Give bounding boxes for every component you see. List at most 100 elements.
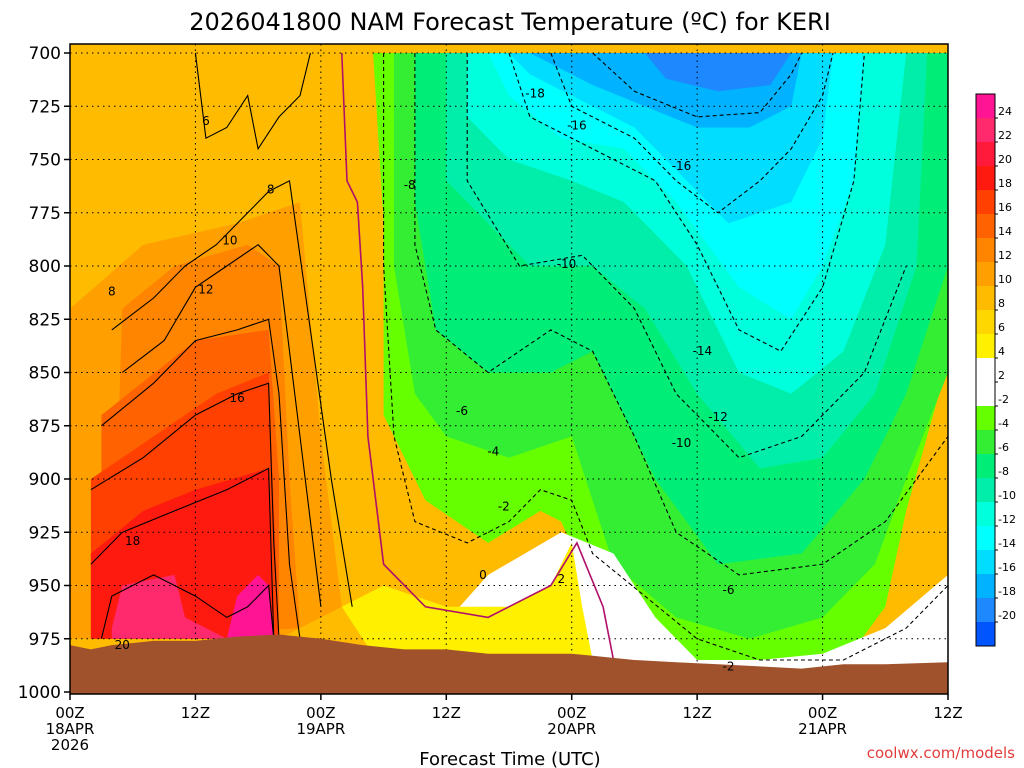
colorbar-label: 24	[998, 105, 1012, 118]
colorbar-label: -18	[998, 585, 1016, 598]
y-tick-label: 925	[29, 523, 61, 543]
y-tick-label: 900	[29, 470, 61, 490]
contour-line	[508, 52, 865, 352]
contour-label: -6	[723, 583, 735, 597]
colorbar-label: 16	[998, 201, 1012, 214]
x-tick-label: 00Z	[55, 704, 84, 722]
colorbar-swatch	[976, 622, 995, 647]
contour-line	[121, 243, 322, 607]
x-tick-label: 00Z	[808, 704, 837, 722]
y-tick-label: 800	[29, 257, 61, 277]
x-tick-label: 18APR	[46, 720, 95, 738]
contour-label: 12	[198, 282, 213, 296]
contour-label: -16	[567, 118, 587, 132]
y-axis: 700 725 750 775 800 825 850 875 900 925 950 975 1000	[18, 44, 70, 703]
colorbar-label: 22	[998, 129, 1012, 142]
temperature-fill-regions	[70, 53, 948, 692]
y-tick-label: 825	[29, 310, 61, 330]
colorbar-label: 4	[998, 345, 1005, 358]
colorbar-swatch	[976, 574, 995, 599]
contour-label: 8	[267, 182, 275, 196]
colorbar-swatch	[976, 430, 995, 455]
contour-label: -2	[723, 659, 735, 673]
contour-label: -18	[525, 87, 545, 101]
colorbar-swatch	[976, 118, 995, 143]
terrain-layer	[70, 634, 948, 694]
contour-label: -12	[708, 410, 728, 424]
contour-line	[90, 382, 280, 639]
colorbar-label: -20	[998, 609, 1016, 622]
contour-label: -10	[557, 257, 577, 271]
plot-frame	[69, 43, 949, 695]
colorbar-label: -8	[998, 465, 1009, 478]
contour-line	[383, 53, 948, 661]
contour-label: -16	[672, 159, 692, 173]
colorbar-swatch	[976, 334, 995, 359]
contour-line	[100, 574, 275, 639]
region-warm-24	[226, 574, 274, 639]
colorbar-label: 10	[998, 273, 1012, 286]
colorbar-label: -6	[998, 441, 1009, 454]
plot-area: 6 8 10 12 8 16 18 20 -8 -10 -6 -4 -2 0 2 -18 -16 -16 -14 -1…	[70, 44, 948, 694]
x-tick-label: 00Z	[306, 704, 335, 722]
x-tick-label: 12Z	[682, 704, 711, 722]
y-tick-label: 750	[29, 151, 61, 171]
contour-label: 6	[202, 114, 210, 128]
colorbar-swatch	[976, 262, 995, 287]
contour-label: 20	[115, 638, 130, 652]
colorbar-label: 6	[998, 321, 1005, 334]
colorbar-swatch	[976, 550, 995, 575]
chart-title: 2026041800 NAM Forecast Temperature (ºC)…	[189, 8, 831, 36]
colorbar-label: -12	[998, 513, 1016, 526]
colorbar-swatch	[976, 406, 995, 431]
contour-label: 2	[557, 572, 565, 586]
x-tick-label: 00Z	[557, 704, 586, 722]
x-tick-label: 12Z	[933, 704, 962, 722]
contour-line	[111, 179, 353, 607]
contour-label: -2	[498, 500, 510, 514]
region-warm-yellow-lower	[341, 542, 593, 671]
colorbar-swatch	[976, 166, 995, 191]
x-tick-label: 21APR	[798, 720, 847, 738]
colorbar-swatch	[976, 502, 995, 527]
contour-labels: 6 8 10 12 8 16 18 20 -8 -10 -6 -4 -2 0 2 -18 -16 -16 -14 -1…	[108, 87, 735, 674]
colorbar-swatch	[976, 478, 995, 503]
x-tick-label: 19APR	[296, 720, 345, 738]
region-warm-22	[111, 574, 227, 639]
x-tick-label: 20APR	[547, 720, 596, 738]
colorbar-label: -14	[998, 537, 1016, 550]
y-tick-label: 725	[29, 97, 61, 117]
contour-line	[101, 318, 301, 639]
x-axis-label: Forecast Time (UTC)	[419, 749, 600, 768]
y-tick-label: 775	[29, 204, 61, 224]
credit-text: coolwx.com/models	[867, 744, 1015, 762]
colorbar-label: 12	[998, 249, 1012, 262]
colorbar-label: -2	[998, 393, 1009, 406]
contour-label: -10	[672, 436, 692, 450]
colorbar-label: 20	[998, 153, 1012, 166]
colorbar-swatch	[976, 190, 995, 215]
x-tick-label: 12Z	[432, 704, 461, 722]
contour-label: 18	[125, 534, 140, 548]
contour-line	[414, 53, 948, 576]
colorbar-label: -4	[998, 417, 1009, 430]
y-tick-label: 950	[29, 577, 61, 597]
colorbar-label: 18	[998, 177, 1012, 190]
colorbar-swatch	[976, 214, 995, 239]
x-tick-label: 2026	[51, 736, 89, 754]
contour-label: 0	[479, 568, 487, 582]
contour-line	[90, 467, 275, 639]
contour-label: -4	[487, 444, 499, 458]
isotherm-contours	[90, 52, 948, 661]
colorbar-swatch	[976, 358, 995, 383]
colorbar-label: 8	[998, 297, 1005, 310]
colorbar-frame	[975, 93, 996, 647]
contour-label: -6	[456, 404, 468, 418]
colorbar-swatch	[976, 286, 995, 311]
y-tick-label: 875	[29, 417, 61, 437]
colorbar-swatch	[976, 238, 995, 263]
colorbar-label: -16	[998, 561, 1016, 574]
contour-line	[341, 52, 615, 661]
